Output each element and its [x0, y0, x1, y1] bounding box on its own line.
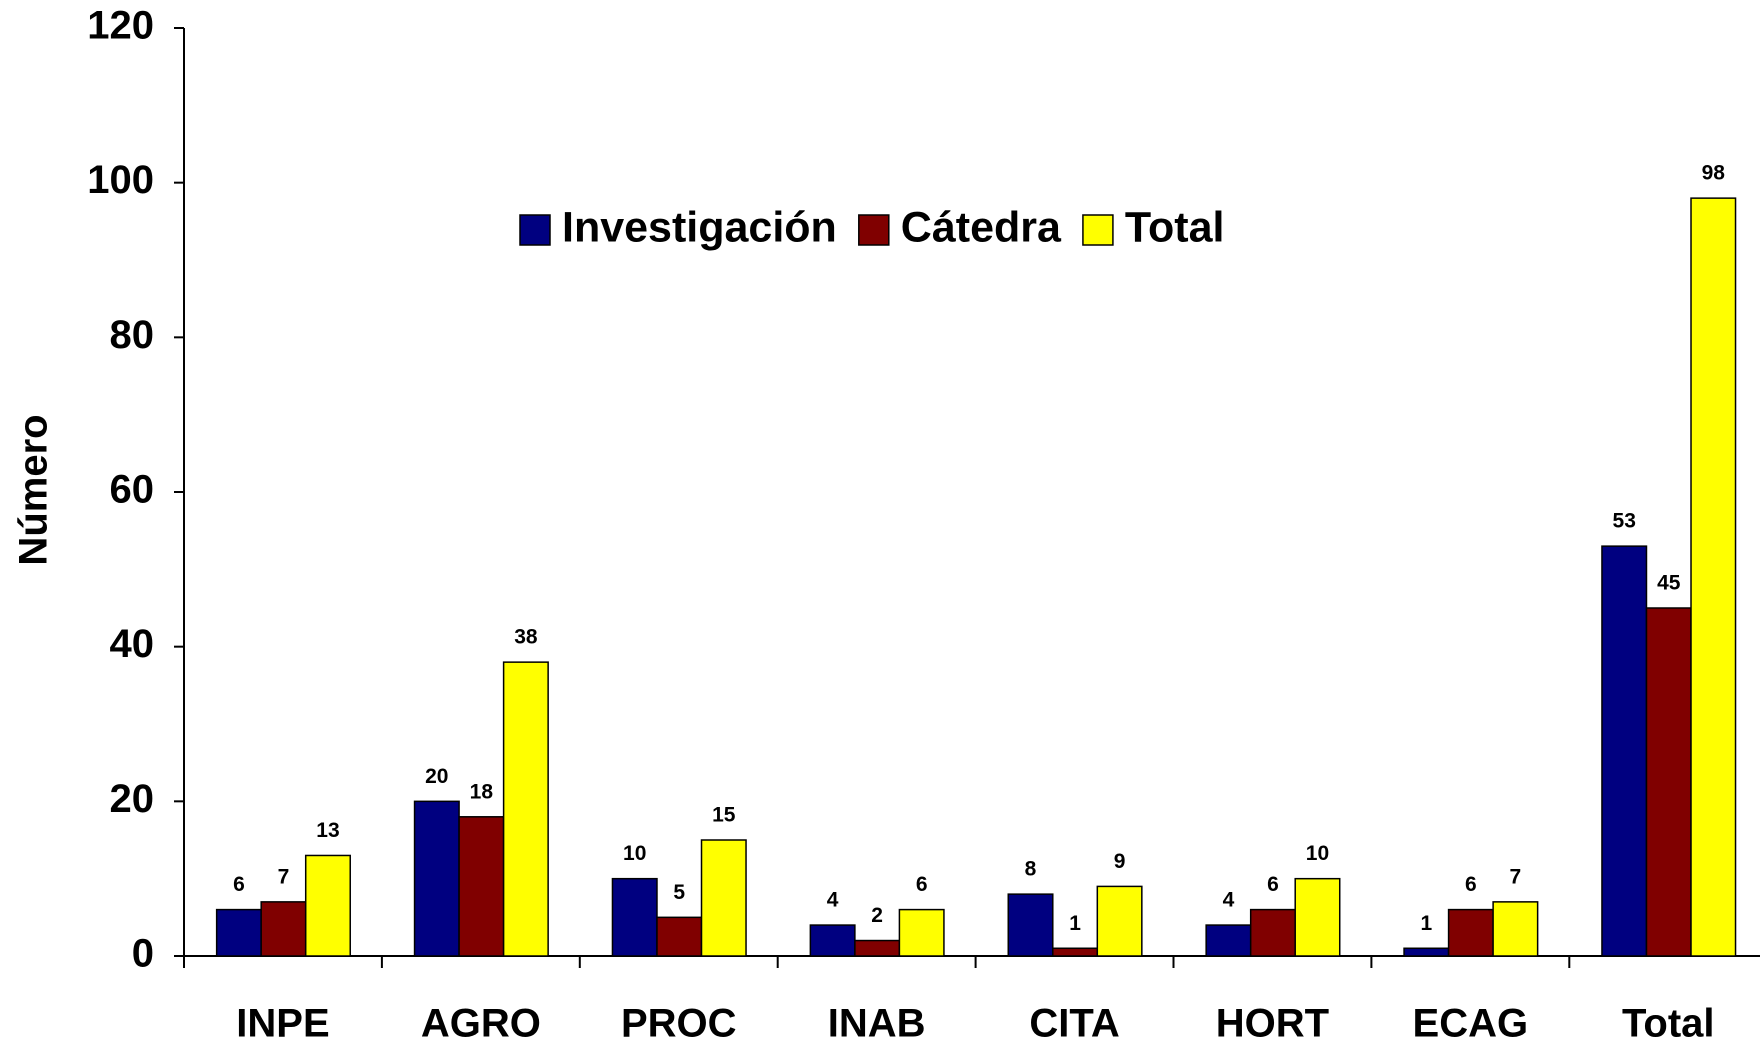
bar: [1601, 545, 1648, 957]
legend-swatch: [858, 214, 890, 246]
data-label: 2: [871, 904, 883, 927]
data-label: 7: [1510, 865, 1522, 888]
bar: [611, 877, 658, 957]
x-tick-label: ECAG: [1413, 1002, 1529, 1046]
data-label: 5: [673, 881, 685, 904]
data-label: 6: [916, 873, 928, 896]
bar: [809, 924, 856, 957]
bar: [304, 854, 351, 957]
data-label: 10: [623, 842, 646, 865]
data-label: 7: [278, 865, 290, 888]
data-label: 4: [827, 889, 839, 912]
bar: [215, 908, 262, 957]
y-tick-label: 0: [132, 932, 154, 976]
x-tick-label: AGRO: [421, 1002, 541, 1046]
y-tick-label: 40: [110, 622, 155, 666]
data-label: 6: [1465, 873, 1477, 896]
bar: [656, 916, 703, 957]
y-tick-label: 20: [110, 777, 155, 821]
x-tick-label: PROC: [621, 1002, 737, 1046]
data-label: 38: [514, 626, 538, 649]
bar: [1205, 924, 1252, 957]
data-label: 20: [425, 765, 448, 788]
x-tick-label: HORT: [1216, 1002, 1329, 1046]
bar: [458, 816, 505, 957]
data-label: 13: [316, 819, 339, 842]
data-label: 98: [1702, 162, 1726, 185]
y-tick-label: 100: [87, 158, 154, 202]
bar: [1690, 197, 1737, 957]
data-label: 8: [1025, 858, 1037, 881]
bar: [413, 800, 460, 957]
bar: [1096, 885, 1143, 957]
bar: [854, 939, 901, 957]
bar: [898, 908, 945, 957]
data-label: 4: [1223, 889, 1235, 912]
y-tick-label: 120: [87, 4, 154, 48]
data-label: 1: [1420, 912, 1432, 935]
data-label: 10: [1306, 842, 1329, 865]
legend-swatch: [519, 214, 551, 246]
data-label: 6: [233, 873, 245, 896]
bar: [1403, 947, 1450, 957]
bar: [1447, 908, 1494, 957]
x-tick-label: CITA: [1029, 1002, 1119, 1046]
x-tick-label: Total: [1622, 1002, 1715, 1046]
legend-swatch: [1082, 214, 1114, 246]
bar: [502, 661, 549, 957]
bar: [1249, 908, 1296, 957]
data-label: 53: [1613, 510, 1636, 533]
bar: [700, 839, 747, 957]
data-label: 18: [470, 780, 494, 803]
y-axis-label: Número: [12, 414, 56, 565]
y-tick-label: 80: [110, 313, 155, 357]
data-label: 1: [1069, 912, 1081, 935]
data-label: 45: [1657, 572, 1681, 595]
bar: [1052, 947, 1099, 957]
legend-label: Investigación: [562, 203, 837, 251]
bar: [260, 901, 307, 957]
data-label: 9: [1114, 850, 1126, 873]
bar: [1007, 893, 1054, 957]
bar: [1492, 901, 1539, 957]
y-tick-label: 60: [110, 468, 155, 512]
x-tick-label: INPE: [236, 1002, 329, 1046]
legend-label: Cátedra: [901, 203, 1062, 251]
bar: [1645, 607, 1692, 957]
data-label: 6: [1267, 873, 1279, 896]
bar: [1294, 877, 1341, 957]
data-label: 15: [712, 804, 736, 827]
legend-label: Total: [1125, 203, 1225, 251]
x-tick-label: INAB: [828, 1002, 926, 1046]
